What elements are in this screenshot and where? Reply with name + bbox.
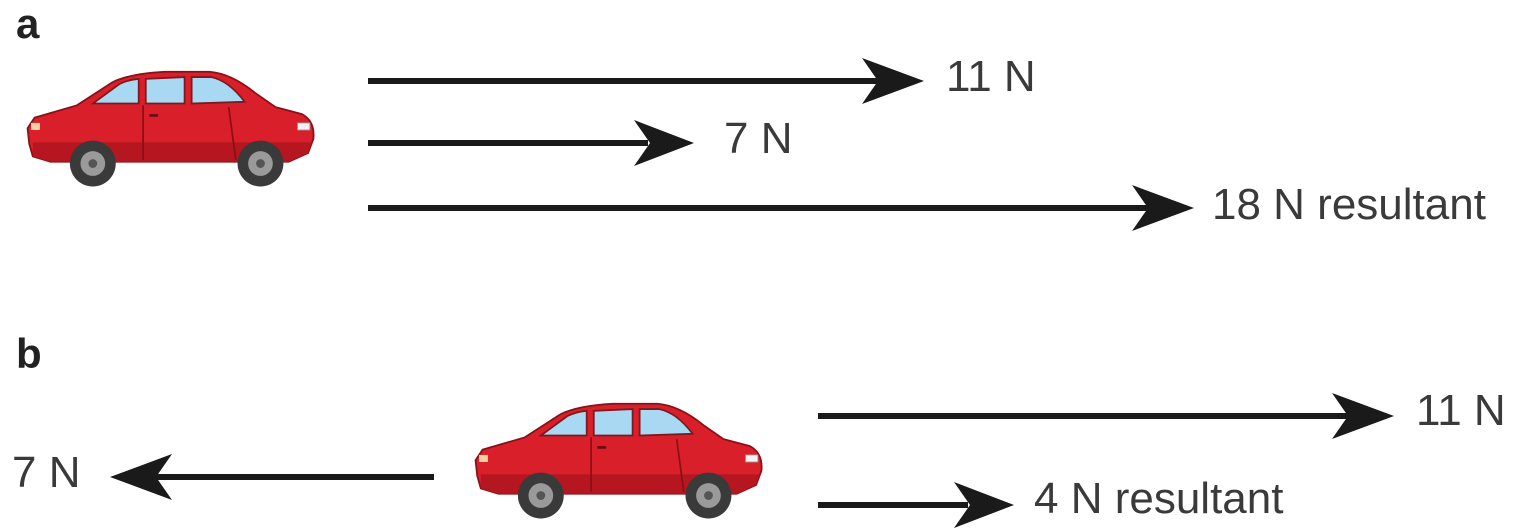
- force-label-b-11N: 11 N: [1416, 386, 1506, 435]
- force-arrow-b-7N-left: [110, 454, 434, 500]
- car-b-icon: [474, 402, 763, 520]
- car-a-icon: [26, 70, 315, 188]
- force-arrow-a-7N: [368, 120, 694, 166]
- panel-b-label: b: [16, 330, 42, 377]
- force-label-a-11N: 11 N: [946, 52, 1036, 101]
- force-arrow-a-resultant: [368, 185, 1194, 231]
- force-label-a-7N: 7 N: [724, 114, 793, 163]
- force-label-b-resultant: 4 N resultant: [1034, 474, 1284, 523]
- force-label-b-7N: 7 N: [12, 448, 81, 497]
- force-label-a-resultant: 18 N resultant: [1212, 180, 1486, 229]
- force-arrow-b-resultant: [818, 482, 1014, 528]
- force-arrow-a-11N: [368, 58, 924, 104]
- force-arrow-b-11N: [818, 393, 1394, 439]
- panel-a-label: a: [16, 0, 40, 47]
